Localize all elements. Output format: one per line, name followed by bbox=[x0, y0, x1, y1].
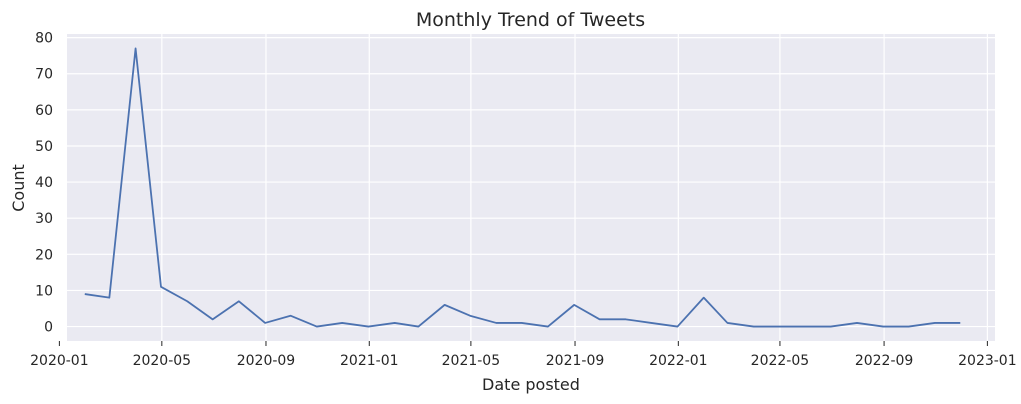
y-tick-label: 50 bbox=[35, 139, 53, 155]
chart-title: Monthly Trend of Tweets bbox=[416, 9, 645, 31]
x-tick-labels: 2020-01 2020-05 2020-09 2021-01 2021-05 2021-… bbox=[30, 341, 1017, 369]
x-tick-label: 2022-05 bbox=[751, 353, 810, 369]
x-axis-title: Date posted bbox=[482, 375, 580, 394]
x-tick-label: 2023-01 bbox=[958, 353, 1017, 369]
x-tick-label: 2021-05 bbox=[442, 353, 501, 369]
y-tick-label: 0 bbox=[44, 320, 53, 336]
grid-lines bbox=[58, 34, 995, 341]
x-tick-label: 2020-01 bbox=[30, 353, 89, 369]
x-tick-label: 2020-09 bbox=[237, 353, 296, 369]
y-tick-label: 70 bbox=[35, 67, 53, 83]
y-tick-labels: 0 10 20 30 40 50 60 70 80 bbox=[35, 31, 53, 336]
x-tick-label: 2020-05 bbox=[133, 353, 192, 369]
x-tick-label: 2022-01 bbox=[649, 353, 708, 369]
plot-area bbox=[67, 34, 995, 341]
x-tick-label: 2021-09 bbox=[546, 353, 605, 369]
y-tick-label: 10 bbox=[35, 283, 53, 299]
data-series bbox=[84, 47, 961, 328]
y-tick-label: 80 bbox=[35, 31, 53, 47]
y-tick-label: 20 bbox=[35, 247, 53, 263]
y-axis-title: Count bbox=[9, 164, 28, 212]
y-tick-label: 60 bbox=[35, 103, 53, 119]
x-tick-label: 2021-01 bbox=[340, 353, 399, 369]
y-tick-label: 30 bbox=[35, 211, 53, 227]
x-tick-label: 2022-09 bbox=[855, 353, 914, 369]
y-tick-label: 40 bbox=[35, 175, 53, 191]
